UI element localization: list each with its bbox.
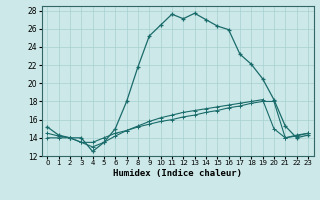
X-axis label: Humidex (Indice chaleur): Humidex (Indice chaleur) (113, 169, 242, 178)
